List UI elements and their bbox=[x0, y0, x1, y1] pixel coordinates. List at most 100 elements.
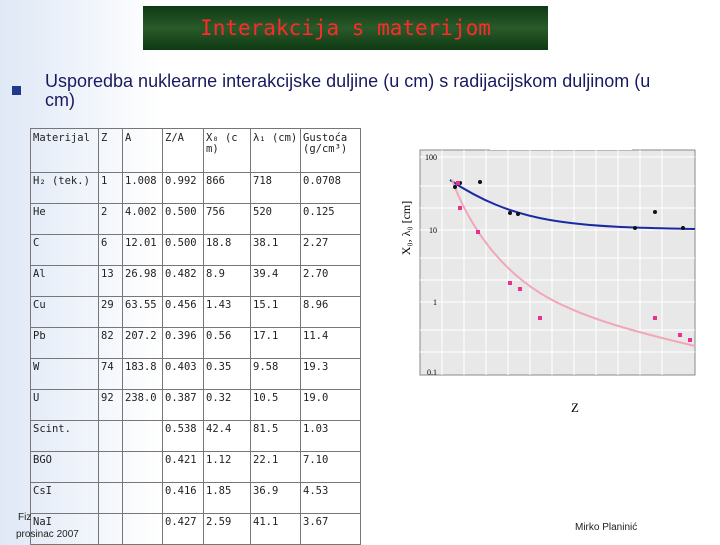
table-cell: 39.4 bbox=[250, 265, 301, 297]
table-row: Scint. 0.538 42.4 81.5 1.03 bbox=[30, 420, 361, 452]
table-cell bbox=[122, 482, 163, 514]
table-cell: 13 bbox=[98, 265, 123, 297]
table-cell: 9.58 bbox=[250, 358, 301, 390]
table-row: C 6 12.01 0.500 18.8 38.1 2.27 bbox=[30, 234, 361, 266]
table-cell: 0.421 bbox=[162, 451, 204, 483]
column-header: Z bbox=[98, 128, 123, 173]
figure: X₀, λ₀ [cm] Z 100 10 1 0.1 bbox=[400, 118, 718, 430]
table-cell: 63.55 bbox=[122, 296, 163, 328]
table-cell: 74 bbox=[98, 358, 123, 390]
table-row: Al 13 26.98 0.482 8.9 39.4 2.70 bbox=[30, 265, 361, 297]
table-cell: 18.8 bbox=[203, 234, 251, 266]
y-tick-label: 0.1 bbox=[427, 368, 437, 377]
table-cell: 4.53 bbox=[300, 482, 361, 514]
table-cell: 15.1 bbox=[250, 296, 301, 328]
table-cell: 0.500 bbox=[162, 203, 204, 235]
table-cell: 0.538 bbox=[162, 420, 204, 452]
grid bbox=[420, 150, 695, 375]
table-cell: 0.0708 bbox=[300, 172, 361, 204]
table-cell: 12.01 bbox=[122, 234, 163, 266]
table-cell: 238.0 bbox=[122, 389, 163, 421]
table-cell: 4.002 bbox=[122, 203, 163, 235]
table-cell: 29 bbox=[98, 296, 123, 328]
column-header: X₀ (cm) bbox=[203, 128, 251, 173]
table-cell: 0.500 bbox=[162, 234, 204, 266]
table-cell: 26.98 bbox=[122, 265, 163, 297]
table-cell: 11.4 bbox=[300, 327, 361, 359]
table-cell bbox=[122, 420, 163, 452]
footer-date: prosinac 2007 bbox=[16, 529, 79, 540]
table-cell: 1.43 bbox=[203, 296, 251, 328]
figure-cover bbox=[490, 118, 632, 150]
table-row: H₂ (tek.) 1 1.008 0.992 866 718 0.0708 bbox=[30, 172, 361, 204]
table-cell bbox=[98, 451, 123, 483]
table-row: Cu 29 63.55 0.456 1.43 15.1 8.96 bbox=[30, 296, 361, 328]
table-cell: He bbox=[30, 203, 99, 235]
table-cell: 0.125 bbox=[300, 203, 361, 235]
table-cell: 0.35 bbox=[203, 358, 251, 390]
table-cell: Al bbox=[30, 265, 99, 297]
table-cell: 19.0 bbox=[300, 389, 361, 421]
bullet-marker bbox=[12, 86, 21, 95]
y-tick-label: 100 bbox=[425, 153, 437, 162]
table-cell: 2.27 bbox=[300, 234, 361, 266]
lambda-curve bbox=[449, 179, 696, 230]
table-cell: 8.96 bbox=[300, 296, 361, 328]
table-row: U 92 238.0 0.387 0.32 10.5 19.0 bbox=[30, 389, 361, 421]
table-cell: 866 bbox=[203, 172, 251, 204]
table-row: W 74 183.8 0.403 0.35 9.58 19.3 bbox=[30, 358, 361, 390]
y-ticks: 100 10 1 0.1 bbox=[425, 153, 437, 377]
table-cell: 520 bbox=[250, 203, 301, 235]
x0-curve bbox=[451, 179, 696, 347]
table-cell: 17.1 bbox=[250, 327, 301, 359]
table-cell: 0.56 bbox=[203, 327, 251, 359]
table-cell: 38.1 bbox=[250, 234, 301, 266]
table-cell: Scint. bbox=[30, 420, 99, 452]
table-cell: 2.70 bbox=[300, 265, 361, 297]
x-axis-label: Z bbox=[571, 400, 579, 415]
table-row: Pb 82 207.2 0.396 0.56 17.1 11.4 bbox=[30, 327, 361, 359]
table-cell: 0.387 bbox=[162, 389, 204, 421]
table-cell: W bbox=[30, 358, 99, 390]
table-cell: 22.1 bbox=[250, 451, 301, 483]
table-row: CsI 0.416 1.85 36.9 4.53 bbox=[30, 482, 361, 514]
table-cell: 19.3 bbox=[300, 358, 361, 390]
table-cell: 718 bbox=[250, 172, 301, 204]
column-header: λ₁ (cm) bbox=[250, 128, 301, 173]
column-header: Materijal bbox=[30, 128, 99, 173]
table-cell: U bbox=[30, 389, 99, 421]
column-header: A bbox=[122, 128, 163, 173]
table-cell: 7.10 bbox=[300, 451, 361, 483]
footer-left: Fiz bbox=[18, 512, 32, 523]
header-row: Materijal Z A Z/A X₀ (cm) λ₁ (cm) Gustoća (g/c… bbox=[30, 128, 361, 173]
footer-author: Mirko Planinić bbox=[575, 522, 638, 533]
table-cell: 1 bbox=[98, 172, 123, 204]
table-cell: BGO bbox=[30, 451, 99, 483]
table-cell: 0.416 bbox=[162, 482, 204, 514]
column-header: Gustoća (g/cm³) bbox=[300, 128, 361, 173]
table-cell: CsI bbox=[30, 482, 99, 514]
table-cell: 756 bbox=[203, 203, 251, 235]
table-cell: 1.85 bbox=[203, 482, 251, 514]
table-cell bbox=[122, 451, 163, 483]
table-cell bbox=[98, 420, 123, 452]
table-cell: 1.008 bbox=[122, 172, 163, 204]
table-cell: 0.482 bbox=[162, 265, 204, 297]
table-cell: 0.396 bbox=[162, 327, 204, 359]
title: Interakcija s materijom bbox=[143, 6, 548, 50]
column-header: Z/A bbox=[162, 128, 204, 173]
table-cell: 82 bbox=[98, 327, 123, 359]
table-cell: 10.5 bbox=[250, 389, 301, 421]
table-row: He 2 4.002 0.500 756 520 0.125 bbox=[30, 203, 361, 235]
table-cell: 183.8 bbox=[122, 358, 163, 390]
y-tick-label: 10 bbox=[429, 226, 437, 235]
table-row: BGO 0.421 1.12 22.1 7.10 bbox=[30, 451, 361, 483]
table-cell: 1.12 bbox=[203, 451, 251, 483]
table-cell: 36.9 bbox=[250, 482, 301, 514]
table-cell: 207.2 bbox=[122, 327, 163, 359]
table-cell bbox=[98, 482, 123, 514]
table-cell: 1.03 bbox=[300, 420, 361, 452]
table-cell: 81.5 bbox=[250, 420, 301, 452]
table-cell: 8.9 bbox=[203, 265, 251, 297]
